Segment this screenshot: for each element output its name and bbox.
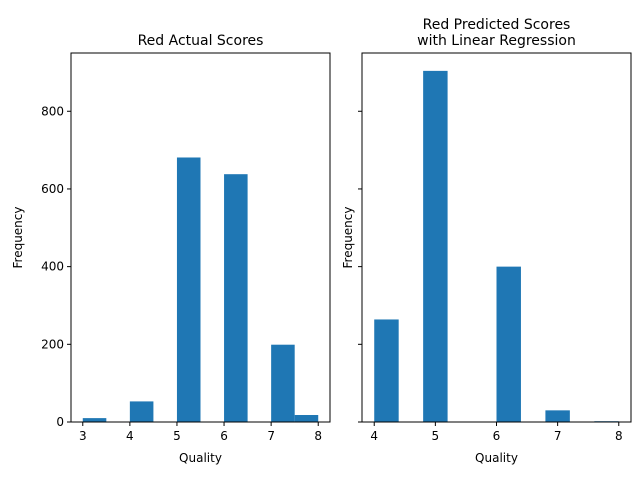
chart-title: Red Predicted Scores with Linear Regressi… — [417, 17, 576, 49]
x-tick-label: 6 — [220, 429, 228, 443]
x-tick-label: 7 — [267, 429, 275, 443]
x-tick-label: 8 — [615, 429, 623, 443]
histogram-bar — [224, 174, 248, 422]
y-tick-label: 800 — [41, 104, 64, 118]
x-tick-label: 3 — [79, 429, 87, 443]
histogram-bar — [129, 401, 154, 422]
chart-red-predicted-scores: 4 5 6 7 8 Quality Frequency Red Predicted Score… — [341, 17, 632, 465]
y-tick-label: 600 — [41, 182, 64, 196]
x-tick-label: 8 — [314, 429, 322, 443]
x-tick-label: 6 — [493, 429, 501, 443]
histogram-bar — [423, 70, 448, 423]
x-axis-label: Quality — [475, 451, 518, 465]
histogram-bar — [176, 157, 201, 423]
histogram-bar — [271, 344, 295, 422]
plot-frame — [70, 52, 331, 423]
histogram-bar — [374, 319, 399, 422]
y-tick-label: 200 — [41, 337, 64, 351]
x-tick-label: 5 — [173, 429, 181, 443]
y-axis-label: Frequency — [341, 207, 355, 269]
histogram-bar — [82, 418, 107, 422]
y-tick-label: 400 — [41, 260, 64, 274]
histogram-bar — [294, 415, 319, 422]
x-tick-label: 5 — [432, 429, 440, 443]
histogram-bar — [496, 266, 521, 422]
y-tick-label: 0 — [56, 415, 64, 429]
chart-title: Red Actual Scores — [138, 33, 264, 49]
x-tick-label: 4 — [370, 429, 378, 443]
chart-red-actual-scores: 3 4 5 6 7 8 0 200 400 600 800 Quality Frequency Red A… — [11, 33, 331, 465]
x-tick-label: 4 — [126, 429, 134, 443]
x-tick-label: 7 — [554, 429, 562, 443]
y-axis-label: Frequency — [11, 207, 25, 269]
x-axis-label: Quality — [179, 451, 222, 465]
histogram-bar — [545, 410, 570, 422]
